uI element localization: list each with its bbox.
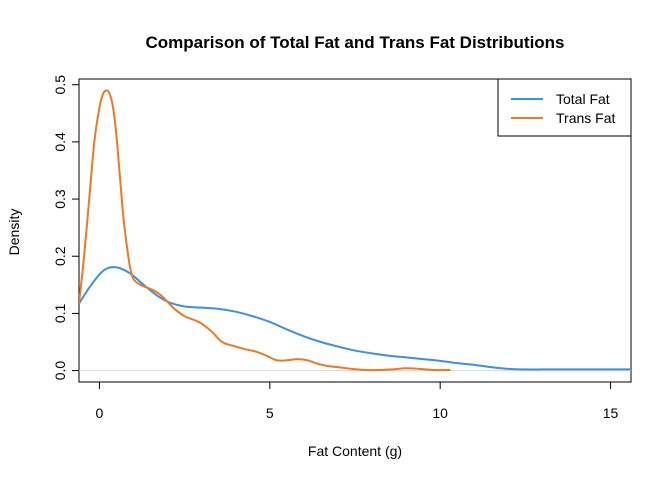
series-layer <box>79 89 631 372</box>
y-tick-label: 0.0 <box>52 361 68 381</box>
legend-box <box>497 78 632 137</box>
y-axis-label: Density <box>6 209 22 256</box>
y-tick-label: 0.2 <box>52 246 68 266</box>
plot-frame <box>78 78 632 383</box>
y-tick-label: 0.3 <box>52 189 68 209</box>
x-axis-label: Fat Content (g) <box>308 443 402 459</box>
series-line-1 <box>79 89 451 372</box>
x-tick-label: 0 <box>96 405 104 421</box>
x-tick-label: 10 <box>432 405 448 421</box>
y-tick-label: 0.1 <box>52 303 68 323</box>
x-tick-label: 15 <box>603 405 619 421</box>
legend-label-0: Total Fat <box>556 91 610 107</box>
chart-title: Comparison of Total Fat and Trans Fat Di… <box>145 33 564 52</box>
legend-label-1: Trans Fat <box>556 110 615 126</box>
legend: Total Fat Trans Fat <box>497 78 632 137</box>
series-line-0 <box>79 266 631 371</box>
y-tick-label: 0.5 <box>52 75 68 95</box>
y-tick-label: 0.4 <box>52 132 68 152</box>
y-axis: 0.0 0.1 0.2 0.3 0.4 0.5 <box>52 75 79 381</box>
x-tick-label: 5 <box>266 405 274 421</box>
x-axis: 0 5 10 15 <box>96 382 619 421</box>
